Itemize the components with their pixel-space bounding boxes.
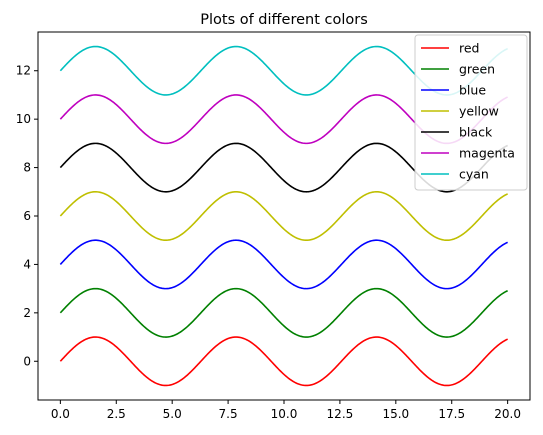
plot-lines xyxy=(59,45,508,387)
y-tick-label: 10 xyxy=(16,112,31,126)
legend-label-green: green xyxy=(459,62,495,77)
y-tick-label: 2 xyxy=(23,306,31,320)
legend-box xyxy=(414,34,528,191)
legend-label-magenta: magenta xyxy=(459,146,515,161)
x-tick-label: 0.0 xyxy=(51,407,70,421)
x-tick-label: 17.5 xyxy=(438,407,465,421)
x-tick-label: 5.0 xyxy=(163,407,182,421)
x-axis: 0.0 2.5 5.0 7.5 10.0 12.5 15.0 17.5 20.0 xyxy=(51,400,521,421)
legend-label-cyan: cyan xyxy=(459,167,489,182)
y-tick-label: 4 xyxy=(23,257,31,271)
y-tick-label: 8 xyxy=(23,161,31,175)
y-tick-label: 12 xyxy=(16,64,31,78)
legend: red green blue yellow black magenta cyan xyxy=(414,34,528,191)
chart-title: Plots of different colors xyxy=(200,12,368,28)
y-tick-label: 0 xyxy=(23,354,31,368)
y-tick-label: 6 xyxy=(23,209,31,223)
series-line-red xyxy=(59,336,508,387)
legend-label-black: black xyxy=(459,125,493,140)
legend-label-red: red xyxy=(459,41,480,56)
legend-label-blue: blue xyxy=(459,83,486,98)
x-tick-label: 10.0 xyxy=(271,407,298,421)
y-axis: 0 2 4 6 8 10 12 xyxy=(16,64,38,368)
x-tick-label: 7.5 xyxy=(219,407,238,421)
legend-label-yellow: yellow xyxy=(459,104,499,119)
x-tick-label: 15.0 xyxy=(382,407,409,421)
series-line-yellow xyxy=(59,190,508,242)
x-tick-label: 2.5 xyxy=(107,407,126,421)
series-line-blue xyxy=(59,239,508,290)
series-line-green xyxy=(59,287,508,338)
x-tick-label: 20.0 xyxy=(494,407,521,421)
x-tick-label: 12.5 xyxy=(327,407,354,421)
